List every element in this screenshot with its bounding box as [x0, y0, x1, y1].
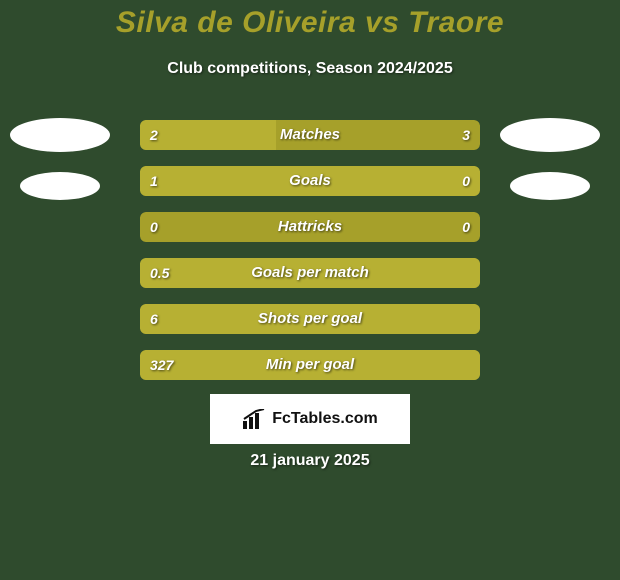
stat-bar-track [140, 212, 480, 242]
attribution-box: FcTables.com [210, 394, 410, 444]
player-left-photo-1 [10, 118, 110, 152]
page-title: Silva de Oliveira vs Traore [0, 6, 620, 40]
player-right-photo-1 [500, 118, 600, 152]
fctables-logo-icon [242, 409, 266, 429]
player-right-photo-2 [510, 172, 590, 200]
stat-row: Matches23 [140, 120, 480, 150]
comparison-infographic: Silva de Oliveira vs Traore Club competi… [0, 0, 620, 580]
subtitle: Club competitions, Season 2024/2025 [0, 60, 620, 78]
stat-bar-fill-left [140, 258, 480, 288]
stat-bar-fill-right [402, 166, 480, 196]
stat-row: Goals10 [140, 166, 480, 196]
stat-bar-fill-left [140, 166, 402, 196]
stat-row: Shots per goal6 [140, 304, 480, 334]
player-left-photo-2 [20, 172, 100, 200]
stat-bar-fill-left [140, 120, 276, 150]
stat-row: Goals per match0.5 [140, 258, 480, 288]
stat-row: Hattricks00 [140, 212, 480, 242]
stat-bar-fill-left [140, 350, 480, 380]
attribution-text: FcTables.com [272, 410, 378, 428]
snapshot-date: 21 january 2025 [0, 452, 620, 470]
stat-bars-container: Matches23 Goals10 Hattricks00 Goals per mat… [140, 120, 480, 396]
stat-row: Min per goal327 [140, 350, 480, 380]
stat-bar-fill-left [140, 304, 480, 334]
